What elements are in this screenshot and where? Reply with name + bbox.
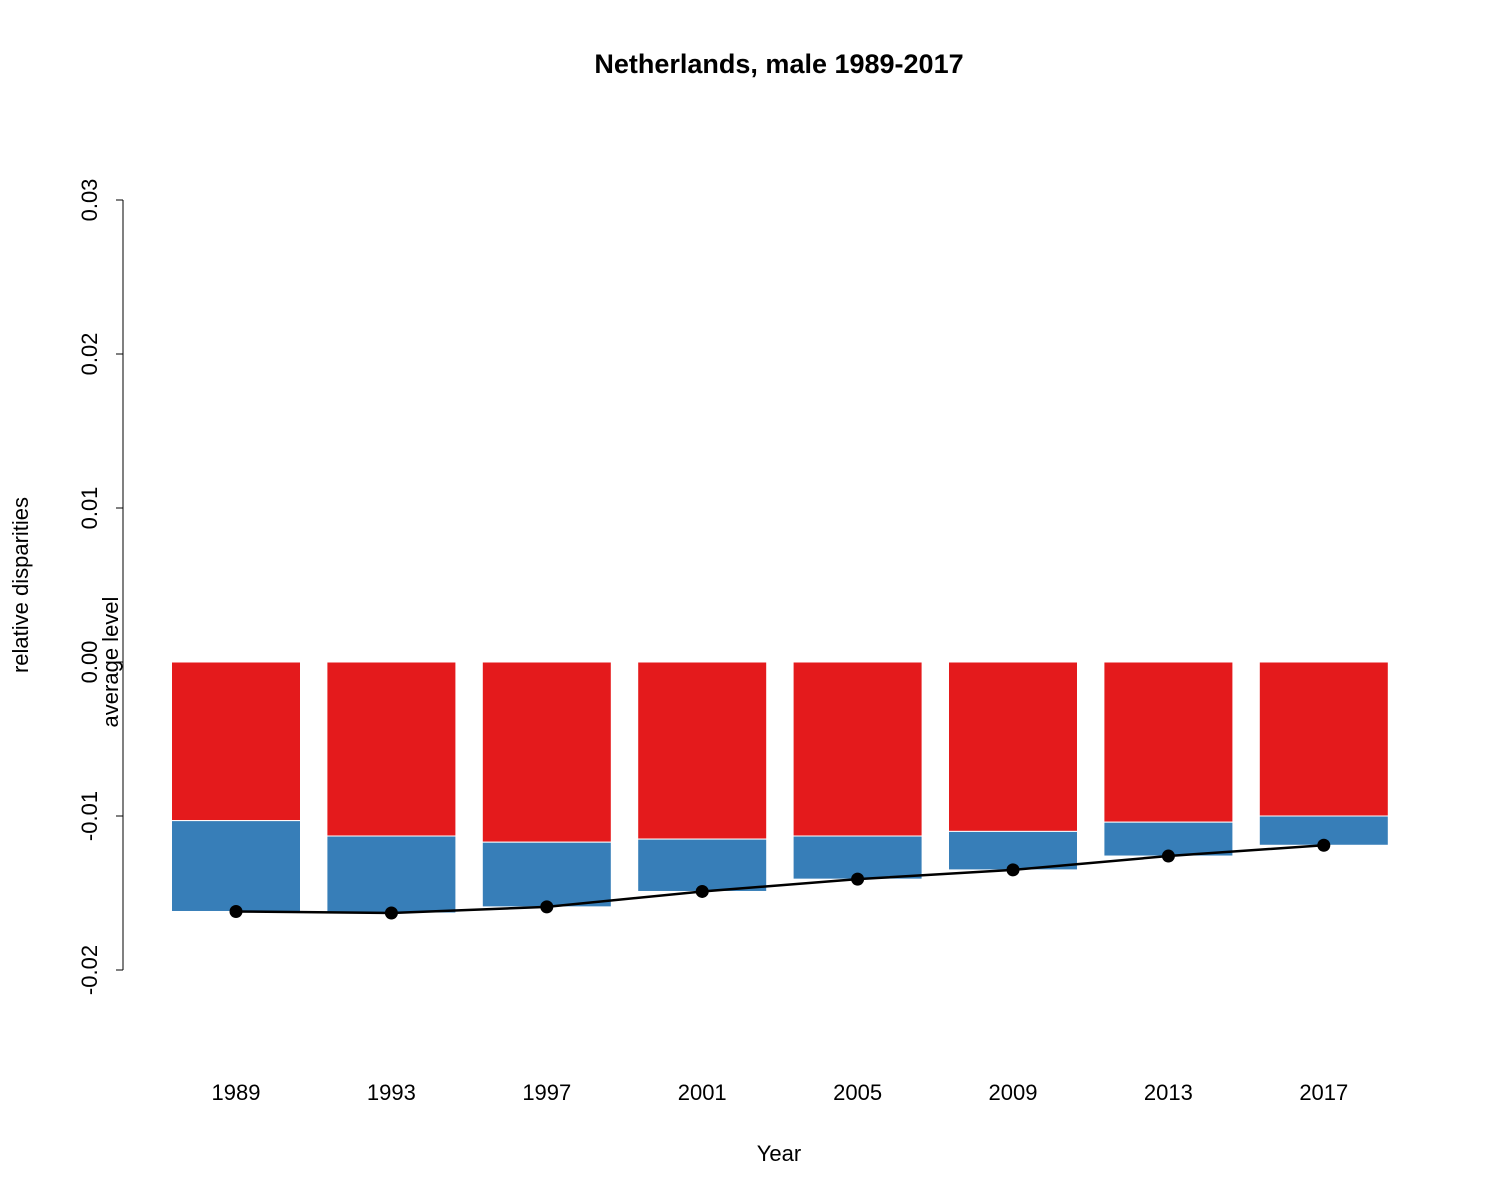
- bar-1993-segment-2: [326, 835, 457, 914]
- bar-2017-segment-1: [1258, 661, 1389, 817]
- y-tick-label: 0.03: [77, 179, 102, 222]
- bars-group: [171, 661, 1389, 914]
- average-point-2005: [851, 872, 865, 886]
- x-tick-label-2005: 2005: [833, 1080, 882, 1105]
- x-axis-label: Year: [757, 1141, 801, 1166]
- x-tick-label-2001: 2001: [678, 1080, 727, 1105]
- average-point-2009: [1006, 863, 1020, 877]
- average-point-1989: [229, 904, 243, 918]
- y-tick-label: 0.02: [77, 333, 102, 376]
- x-tick-label-1993: 1993: [367, 1080, 416, 1105]
- bar-2005-segment-2: [792, 835, 923, 880]
- y-tick-label: -0.01: [77, 791, 102, 841]
- y-tick-label: 0.00: [77, 641, 102, 684]
- x-tick-label-1989: 1989: [212, 1080, 261, 1105]
- bar-2009-segment-1: [948, 661, 1078, 832]
- x-tick-label-2009: 2009: [989, 1080, 1038, 1105]
- bar-1997-segment-2: [481, 841, 612, 908]
- x-tick-label-1997: 1997: [522, 1080, 571, 1105]
- average-line: [235, 844, 1324, 915]
- y-tick-label: -0.02: [77, 945, 102, 995]
- bar-1997-segment-1: [481, 661, 612, 843]
- y-tick-label: 0.01: [77, 487, 102, 530]
- chart-title: Netherlands, male 1989-2017: [594, 49, 963, 79]
- bar-1989-segment-2: [171, 820, 301, 912]
- y-axis-label: relative disparities: [8, 497, 33, 673]
- average-point-2017: [1317, 838, 1331, 852]
- x-tick-label-2013: 2013: [1144, 1080, 1193, 1105]
- average-point-1997: [540, 900, 554, 914]
- bar-2001-segment-1: [637, 661, 768, 840]
- y-axis: -0.02 -0.01 0.00 0.01 0.02 0.03: [77, 179, 124, 995]
- x-tick-labels: 1989 1993 1997 2001 2005 2009 2013 2017: [212, 1080, 1349, 1105]
- average-point-1993: [384, 906, 398, 920]
- bar-2005-segment-1: [792, 661, 923, 837]
- average-point-2001: [695, 884, 709, 898]
- bar-1989-segment-1: [171, 661, 301, 822]
- bar-2001-segment-2: [637, 838, 768, 892]
- bar-1993-segment-1: [326, 661, 457, 837]
- average-line-group: [229, 838, 1331, 920]
- average-point-2013: [1161, 849, 1175, 863]
- x-tick-label-2017: 2017: [1299, 1080, 1348, 1105]
- bar-2013-segment-1: [1103, 661, 1234, 823]
